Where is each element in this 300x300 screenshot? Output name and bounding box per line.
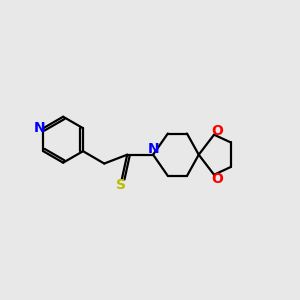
Text: S: S (116, 178, 126, 192)
Text: O: O (211, 172, 223, 186)
Text: N: N (34, 121, 46, 135)
Text: O: O (211, 124, 223, 138)
Text: N: N (148, 142, 160, 156)
